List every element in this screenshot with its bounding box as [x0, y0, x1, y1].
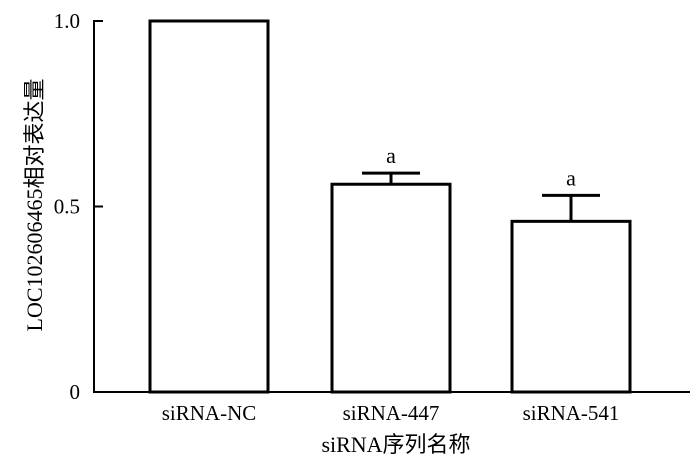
x-tick-label: siRNA-447	[343, 401, 440, 425]
bars	[148, 19, 632, 394]
x-tick-label: siRNA-541	[523, 401, 620, 425]
x-tick-label: siRNA-NC	[162, 401, 257, 425]
y-tick-label: 0.5	[54, 195, 80, 219]
y-tick-label: 0	[70, 380, 81, 404]
y-tick-label: 1.0	[54, 9, 80, 33]
error-bars	[362, 171, 600, 222]
significance-label: a	[386, 143, 396, 168]
significance-label: a	[566, 165, 576, 190]
x-axis-title: siRNA序列名称	[321, 432, 470, 457]
bar	[148, 19, 270, 394]
bar	[510, 219, 632, 394]
bar	[330, 182, 452, 394]
y-axis-title: LOC102606465相对表达量	[22, 78, 47, 331]
labels: siRNA-NC a siRNA-447 a siRNA-541	[162, 143, 620, 425]
